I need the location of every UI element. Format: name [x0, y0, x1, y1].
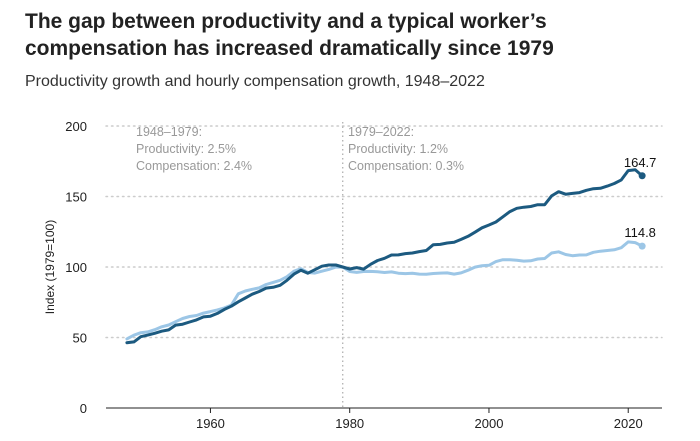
x-axis-ticks: 1960 1980 2000 2020	[196, 408, 643, 431]
compensation-end-label: 114.8	[624, 225, 656, 240]
gridlines	[105, 125, 663, 339]
y-axis-ticks: 0 50 100 150 200	[65, 119, 87, 416]
y-tick-label: 200	[65, 119, 87, 134]
annotation-period-2: 1979–2022:	[348, 125, 414, 139]
y-tick-label: 150	[65, 190, 87, 205]
chart-title: The gap between productivity and a typic…	[25, 10, 554, 60]
compensation-line	[125, 240, 644, 341]
compensation-end-dot	[638, 242, 646, 250]
annotation-productivity-2: Productivity: 1.2%	[348, 142, 448, 156]
y-tick-label: 100	[65, 260, 87, 275]
period-annotations: 1948–1979: Productivity: 2.5% Compensati…	[136, 125, 464, 173]
x-tick-label: 1980	[335, 416, 364, 431]
x-tick-label: 2020	[614, 416, 643, 431]
x-tick-label: 2000	[475, 416, 504, 431]
annotation-compensation-1: Compensation: 2.4%	[136, 159, 252, 173]
y-axis-label: Index (1979=100)	[43, 220, 57, 314]
annotation-compensation-2: Compensation: 0.3%	[348, 159, 464, 173]
y-tick-label: 0	[80, 401, 87, 416]
productivity-end-dot	[638, 172, 646, 180]
productivity-line	[125, 168, 644, 345]
y-tick-label: 50	[73, 331, 87, 346]
chart-subtitle: Productivity growth and hourly compensat…	[25, 73, 485, 90]
series-lines	[125, 168, 646, 345]
annotation-period-1: 1948–1979:	[136, 125, 202, 139]
productivity-end-label: 164.7	[624, 155, 657, 170]
annotation-productivity-1: Productivity: 2.5%	[136, 142, 236, 156]
x-tick-label: 1960	[196, 416, 225, 431]
